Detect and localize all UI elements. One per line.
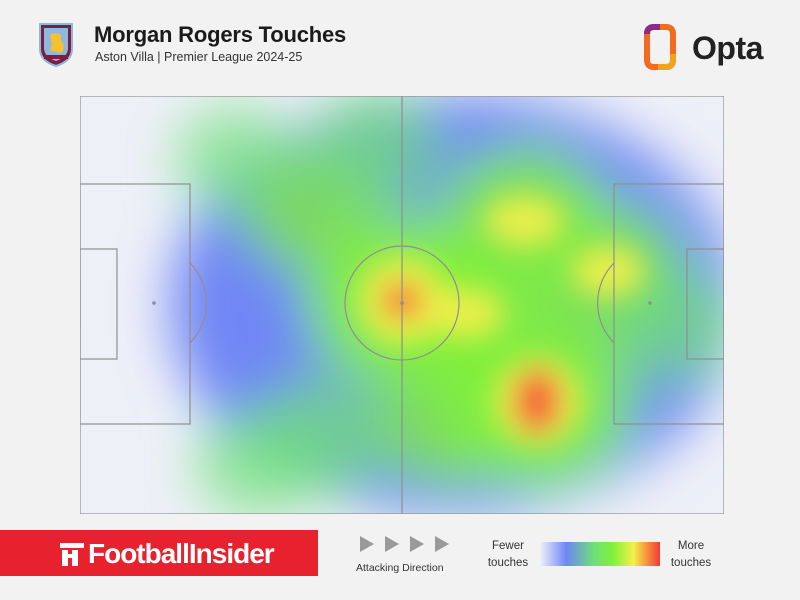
heatmap-blob xyxy=(175,105,294,213)
left-penalty-box xyxy=(80,183,191,425)
football-insider-logo-icon xyxy=(60,543,84,566)
chart-footer: FootballInsider Attacking Direction Fewe… xyxy=(0,530,800,600)
aston-villa-crest-icon xyxy=(39,23,73,67)
chart-header: Morgan Rogers Touches Aston Villa | Prem… xyxy=(0,0,800,80)
right-penalty-box xyxy=(613,183,724,425)
heatmap-blob xyxy=(194,410,314,514)
legend-low-label-line1: Fewer xyxy=(492,540,524,552)
heatmap-core xyxy=(429,287,504,340)
left-penalty-arc xyxy=(189,262,207,344)
heatmap-blob xyxy=(311,96,441,205)
right-six-yard-box xyxy=(686,248,724,360)
legend-high-label-line2: touches xyxy=(670,557,712,569)
legend-high-label-line1: More xyxy=(677,540,705,552)
heatmap-blob xyxy=(607,267,724,385)
heatmap-core xyxy=(571,245,645,298)
pitch-markings xyxy=(80,96,724,514)
legend-color-scale xyxy=(540,542,660,566)
heatmap-hotspot-layer xyxy=(358,195,645,446)
right-penalty-spot xyxy=(648,301,652,305)
center-spot xyxy=(400,301,404,305)
heatmap-blob xyxy=(374,356,521,489)
left-penalty-spot xyxy=(152,301,156,305)
legend-low-label-line2: touches xyxy=(487,557,529,569)
heatmap-peak xyxy=(523,379,552,424)
right-penalty-arc xyxy=(597,262,615,344)
chart-title: Morgan Rogers Touches xyxy=(94,22,347,47)
left-six-yard-box xyxy=(80,248,118,360)
legend-low-label: Fewer touches xyxy=(476,538,540,572)
opta-logo-icon xyxy=(644,24,676,70)
heatmap-pitch xyxy=(80,96,724,514)
heatmap-core xyxy=(484,195,564,248)
football-insider-wordmark: FootballInsider xyxy=(88,538,275,569)
legend-high-label: More touches xyxy=(660,538,722,572)
center-circle xyxy=(344,245,460,361)
chart-subtitle: Aston Villa | Premier League 2024-25 xyxy=(95,50,303,64)
play-arrows-icon xyxy=(360,536,449,552)
opta-brand: Opta xyxy=(692,30,763,66)
football-insider-logo: FootballInsider xyxy=(0,530,318,576)
attacking-direction-label: Attacking Direction xyxy=(356,562,444,574)
